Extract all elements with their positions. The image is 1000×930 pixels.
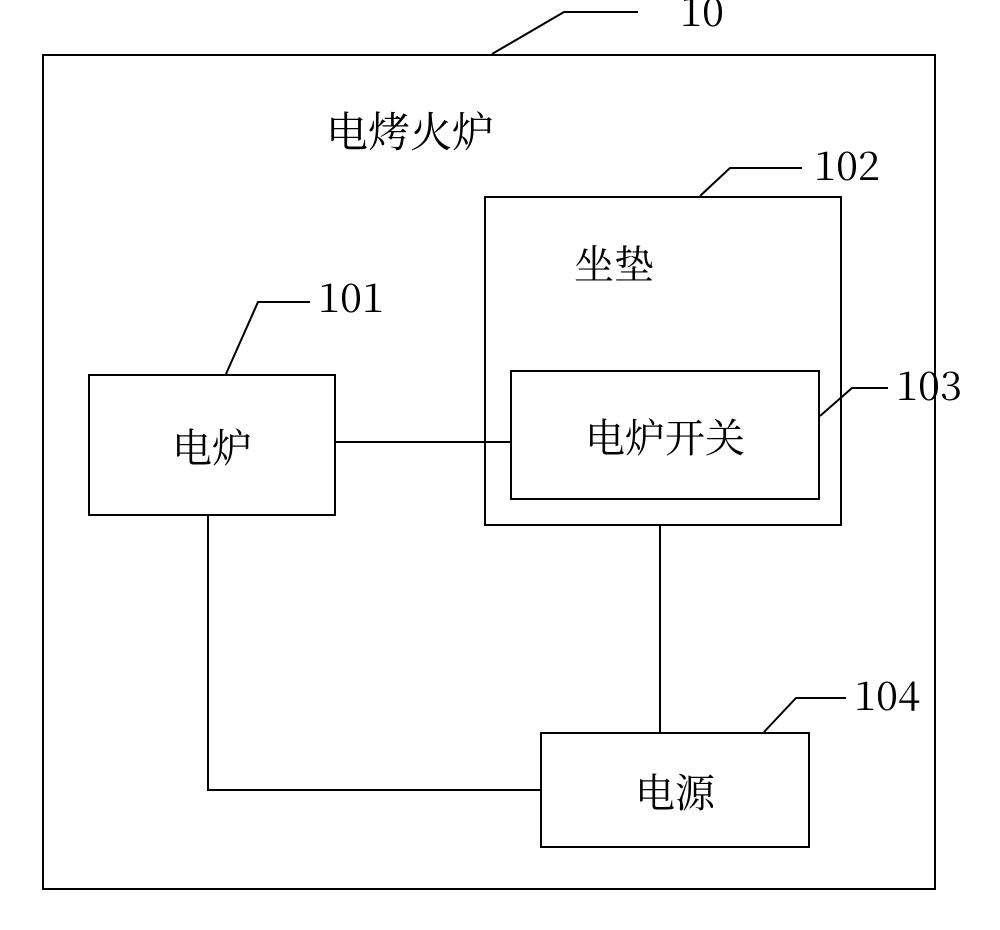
ref-101: 101	[318, 267, 384, 324]
ref-104: 104	[854, 665, 920, 722]
heater-label: 电炉	[172, 417, 252, 474]
power-label: 电源	[635, 762, 715, 819]
power-box: 电源	[540, 732, 810, 848]
ref-102: 102	[814, 135, 880, 192]
cushion-label: 坐垫	[574, 234, 654, 291]
ref-10: 10	[680, 0, 724, 38]
switch-label: 电炉开关	[585, 407, 745, 464]
heater-box: 电炉	[88, 374, 336, 516]
switch-box: 电炉开关	[510, 370, 820, 500]
outer-title: 电烤火炉	[326, 100, 494, 160]
ref-103: 103	[896, 355, 962, 412]
